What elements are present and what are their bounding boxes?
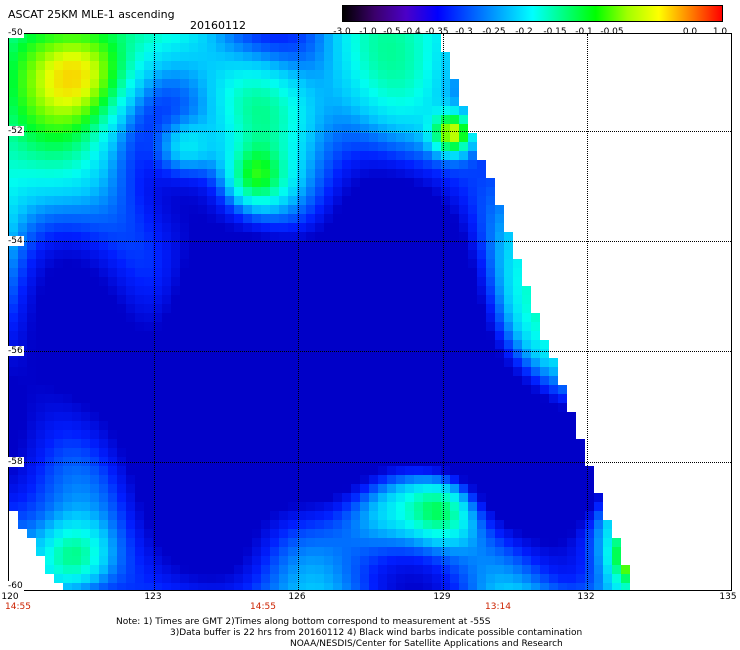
colorbar-tick-label: -0.35	[425, 27, 449, 37]
note-line-3: NOAA/NESDIS/Center for Satellite Applica…	[290, 639, 563, 649]
lat-label: -60	[7, 581, 24, 591]
colorbar-tick-label: -0.5	[383, 27, 401, 37]
colorbar-tick-label: 1.0	[712, 27, 728, 37]
grid-line-lon-126	[298, 34, 299, 590]
colorbar-tick-label: -0.2	[515, 27, 533, 37]
grid-line-lat-54	[9, 241, 731, 242]
note-line-2: 3)Data buffer is 22 hrs from 20160112 4)…	[170, 628, 583, 638]
lon-label: 135	[719, 592, 737, 602]
colorbar-tick-label: -1.0	[359, 27, 377, 37]
colorbar-tick-label: -0.4	[403, 27, 421, 37]
grid-line-lat-52	[9, 131, 731, 132]
lon-label: 120	[1, 592, 19, 602]
map-date: 20160112	[190, 19, 246, 32]
colorbar-tick-label: -0.1	[575, 27, 593, 37]
lat-label: -54	[7, 236, 24, 246]
grid-line-lon-132	[587, 34, 588, 590]
lat-label: -50	[7, 28, 24, 38]
grid-line-lat-56	[9, 351, 731, 352]
lon-label: 123	[144, 592, 162, 602]
map-panel	[8, 33, 732, 591]
colorbar-gradient	[342, 5, 723, 22]
lat-label: -52	[7, 126, 24, 136]
colorbar-tick-label: -0.3	[455, 27, 473, 37]
lon-label: 126	[288, 592, 306, 602]
lat-label: -56	[7, 346, 24, 356]
lon-label: 129	[433, 592, 451, 602]
mle-field-image	[9, 34, 630, 590]
grid-line-lat-58	[9, 462, 731, 463]
lat-label: -58	[7, 457, 24, 467]
colorbar	[342, 5, 723, 22]
note-line-1: Note: 1) Times are GMT 2)Times along bot…	[116, 617, 491, 627]
colorbar-tick-label: -0.05	[600, 27, 624, 37]
map-title: ASCAT 25KM MLE-1 ascending	[8, 8, 175, 21]
colorbar-tick-label: -0.15	[543, 27, 567, 37]
colorbar-tick-label: 0.0	[682, 27, 698, 37]
colorbar-tick-label: -3.0	[333, 27, 351, 37]
grid-line-lon-129	[443, 34, 444, 590]
pass-time-label: 14:55	[250, 602, 276, 612]
pass-time-label: 14:55	[5, 602, 31, 612]
lon-label: 132	[577, 592, 595, 602]
pass-time-label: 13:14	[485, 602, 511, 612]
grid-line-lon-123	[154, 34, 155, 590]
colorbar-tick-label: -0.25	[482, 27, 506, 37]
